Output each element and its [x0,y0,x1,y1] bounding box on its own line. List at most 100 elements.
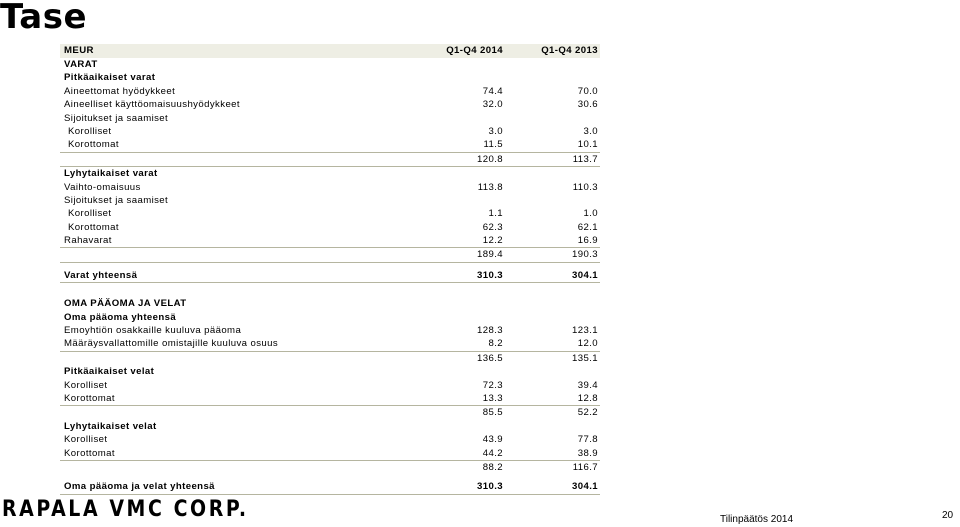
value-2014: 189.4 [476,249,503,261]
value-2013: 190.3 [571,249,598,261]
value-2013: 1.0 [583,208,598,220]
company-logo: RAPALA VMC CORP. [2,497,249,522]
value-2014: 1.1 [488,208,503,220]
table-row-oma-paaoma-ja-velat: OMA PÄÄOMA JA VELAT [60,297,600,310]
row-label: Lyhytaikaiset varat [64,168,158,180]
value-2013: 62.1 [577,221,598,233]
subtotal-row: 120.8 113.7 [60,153,600,168]
value-2014: 62.3 [482,221,503,233]
row-label: Korolliset [64,379,108,391]
total-row-oma-paaoma-ja-velat-yhteensa: Oma pääoma ja velat yhteensä 310.3 304.1 [60,480,600,495]
table-row: Aineettomat hyödykkeet 74.4 70.0 [60,85,600,98]
table-row: Aineelliset käyttöomaisuushyödykkeet 32.… [60,98,600,111]
row-spacer [60,283,600,297]
value-2013: 12.0 [577,338,598,350]
table-row: Korottomat 44.2 38.9 [60,447,600,461]
value-2013: 110.3 [572,181,598,193]
row-label: OMA PÄÄOMA JA VELAT [64,298,187,310]
value-2013: 30.6 [577,99,598,111]
value-2013: 123.1 [571,325,598,337]
value-2013: 116.7 [572,461,598,473]
value-2013: 3.0 [583,125,598,137]
table-row: Korolliset 72.3 39.4 [60,379,600,392]
value-2014: 74.4 [482,85,503,97]
row-label: Emoyhtiön osakkaille kuuluva pääoma [64,325,242,337]
table-row: Korottomat 13.3 12.8 [60,392,600,407]
value-2013: 39.4 [577,379,598,391]
table-row-lyhytaikaiset-velat: Lyhytaikaiset velat [60,420,600,433]
header-unit-label: MEUR [64,45,94,56]
table-row: Korolliset 43.9 77.8 [60,433,600,446]
table-row: Sijoitukset ja saamiset [60,194,600,207]
row-label: Sijoitukset ja saamiset [64,194,169,206]
value-2014: 136.5 [476,352,503,364]
page-title: Tase [0,0,88,37]
value-2014: 113.8 [477,181,503,193]
row-label: Pitkäaikaiset varat [64,72,156,84]
row-label: Oma pääoma ja velat yhteensä [64,481,215,493]
row-label: Korolliset [64,434,108,446]
row-label: VARAT [64,59,98,70]
value-2014: 3.0 [488,125,503,137]
table-row: Korottomat 11.5 10.1 [60,138,600,153]
value-2014: 13.3 [482,392,503,404]
document-label: Tilinpäätös 2014 [720,514,794,525]
table-row-varat: VARAT [60,58,600,71]
balance-sheet-table: MEUR Q1-Q4 2014 Q1-Q4 2013 VARAT Pitkäai… [60,44,600,495]
table-row: Vaihto-omaisuus 113.8 110.3 [60,181,600,194]
subtotal-row: 189.4 190.3 [60,248,600,263]
table-header: MEUR Q1-Q4 2014 Q1-Q4 2013 [60,44,600,58]
subtotal-row: 88.2 116.7 [60,461,600,474]
row-label: Aineelliset käyttöomaisuushyödykkeet [64,99,240,111]
table-row-pitkaaikaiset-velat: Pitkäaikaiset velat [60,365,600,378]
table-row-lyhytaikaiset-varat: Lyhytaikaiset varat [60,167,600,180]
row-label: Oma pääoma yhteensä [64,311,177,323]
row-label: Korottomat [68,139,119,151]
row-label: Korolliset [68,125,112,137]
value-2013: 12.8 [577,392,598,404]
table-row: Korolliset 1.1 1.0 [60,207,600,220]
table-row: Sijoitukset ja saamiset [60,112,600,125]
table-row: Emoyhtiön osakkaille kuuluva pääoma 128.… [60,324,600,337]
value-2013: 70.0 [577,85,598,97]
value-2014: 128.3 [476,325,503,337]
table-row: Rahavarat 12.2 16.9 [60,234,600,249]
subtotal-row: 85.5 52.2 [60,406,600,419]
table-row: Korottomat 62.3 62.1 [60,221,600,234]
value-2014: 88.2 [482,461,503,473]
table-row: Määräysvallattomille omistajille kuuluva… [60,337,600,352]
row-label: Lyhytaikaiset velat [64,420,157,432]
row-label: Korottomat [64,392,115,404]
table-row: Korolliset 3.0 3.0 [60,125,600,138]
value-2013: 304.1 [571,481,598,493]
header-col-2013: Q1-Q4 2013 [541,45,598,56]
value-2014: 44.2 [482,447,503,459]
row-label: Sijoitukset ja saamiset [64,112,169,124]
value-2013: 10.1 [577,139,598,151]
value-2014: 120.8 [476,153,503,165]
row-label: Pitkäaikaiset velat [64,366,155,378]
value-2014: 11.5 [483,139,503,151]
value-2013: 135.1 [571,352,598,364]
row-label: Korolliset [68,208,112,220]
row-label: Rahavarat [64,235,112,247]
row-label: Vaihto-omaisuus [64,181,141,193]
row-label: Korottomat [64,447,115,459]
table-row-oma-paaoma-yhteensa: Oma pääoma yhteensä [60,311,600,324]
row-label: Korottomat [68,221,119,233]
value-2013: 304.1 [571,269,598,281]
subtotal-row: 136.5 135.1 [60,352,600,365]
table-row-pitkaaikaiset-varat: Pitkäaikaiset varat [60,71,600,84]
row-label: Määräysvallattomille omistajille kuuluva… [64,338,279,350]
value-2013: 16.9 [577,235,598,247]
row-label: Varat yhteensä [64,269,138,281]
page-number: 20 [942,510,954,521]
value-2013: 77.8 [577,434,598,446]
value-2014: 72.3 [482,379,503,391]
row-label: Aineettomat hyödykkeet [64,85,176,97]
value-2014: 85.5 [482,407,503,419]
value-2013: 52.2 [577,407,598,419]
value-2014: 32.0 [482,99,503,111]
value-2013: 38.9 [577,447,598,459]
value-2014: 43.9 [482,434,503,446]
